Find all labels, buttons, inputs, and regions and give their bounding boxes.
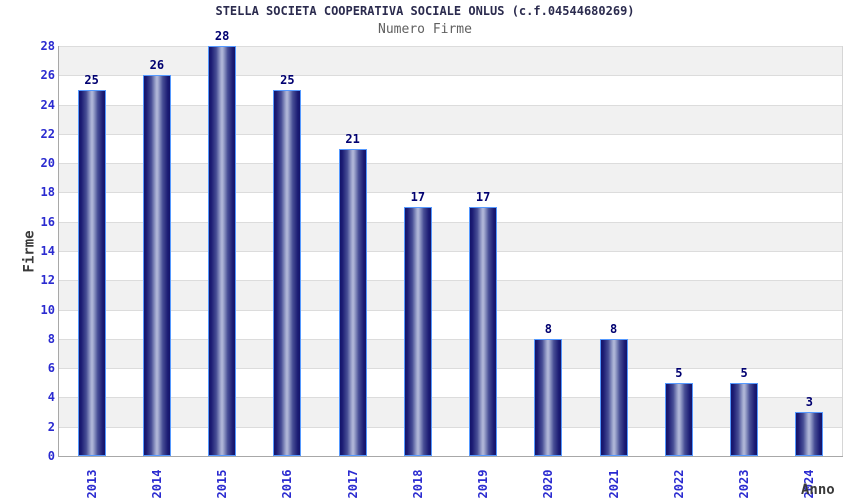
bar-2020 [534, 338, 563, 456]
x-tick-label-2016: 2016 [280, 469, 295, 499]
x-tick-label-2023: 2023 [737, 469, 752, 499]
plot-band [59, 104, 842, 134]
bar-value-label: 21 [345, 131, 360, 146]
bar-2016 [273, 89, 302, 456]
x-tick-label-2013: 2013 [84, 469, 99, 499]
plot-band [59, 133, 842, 164]
y-tick-label: 18 [40, 185, 55, 200]
y-tick-label: 10 [40, 302, 55, 317]
x-axis-title: Anno [801, 482, 835, 498]
bar-value-label: 8 [544, 321, 552, 336]
bar-2017 [338, 148, 367, 456]
x-tick-label-2015: 2015 [215, 469, 230, 499]
bar-2023 [730, 382, 759, 456]
y-tick-label: 22 [40, 126, 55, 141]
bar-2014 [142, 75, 171, 456]
plot-band [59, 192, 842, 222]
bar-value-label: 3 [805, 395, 813, 410]
plot-band [59, 46, 842, 76]
gridline [59, 104, 842, 106]
y-tick-label: 20 [40, 156, 55, 171]
bar-2018 [403, 207, 432, 456]
x-tick-label-2017: 2017 [345, 469, 360, 499]
gridline [59, 192, 842, 194]
y-tick-label: 0 [47, 449, 55, 463]
plot-area: 25 26 28 25 21 17 17 8 8 5 5 3 [59, 29, 842, 456]
bar-value-label: 17 [475, 190, 491, 205]
bar-value-label: 28 [214, 29, 230, 43]
bar-2013 [77, 89, 106, 456]
gridline [59, 368, 842, 370]
x-axis-line [58, 456, 843, 457]
bar-value-label: 25 [84, 72, 99, 87]
x-tick-label-2022: 2022 [671, 469, 686, 499]
plot-right-edge [842, 46, 843, 456]
bar-value-label: 17 [410, 190, 426, 205]
bar-value-label: 8 [610, 321, 618, 336]
gridline [59, 46, 842, 47]
y-axis-line [58, 46, 59, 457]
gridline [59, 221, 842, 223]
x-tick-label-2019: 2019 [476, 469, 491, 499]
bar-value-label: 26 [149, 58, 165, 73]
plot-band [59, 251, 842, 281]
gridline [59, 426, 842, 428]
y-tick-label: 28 [40, 39, 55, 53]
y-tick-label: 2 [47, 419, 55, 434]
gridline [59, 163, 842, 165]
bar-2015 [208, 46, 237, 456]
bar-2024 [795, 412, 824, 456]
gridline [59, 397, 842, 399]
plot-band [59, 426, 842, 456]
plot-band [59, 309, 842, 339]
y-tick-label: 8 [47, 331, 55, 346]
plot-band [59, 163, 842, 193]
bar-2022 [664, 382, 693, 456]
chart-title: STELLA SOCIETA COOPERATIVA SOCIALE ONLUS… [215, 4, 635, 18]
x-tick-label-2020: 2020 [541, 469, 556, 499]
y-tick-label: 12 [40, 273, 55, 288]
plot-band [59, 280, 842, 310]
gridline [59, 133, 842, 135]
plot-band [59, 221, 842, 251]
plot-band [59, 368, 842, 398]
gridline [59, 338, 842, 340]
gridline [59, 280, 842, 282]
bar-value-label: 5 [740, 365, 748, 380]
bar-value-label: 25 [280, 72, 295, 87]
x-tick-label-2018: 2018 [410, 469, 425, 499]
x-tick-label-2021: 2021 [606, 469, 621, 499]
y-tick-label: 6 [47, 361, 55, 376]
bar-value-label: 5 [675, 365, 683, 380]
gridline [59, 251, 842, 252]
plot-band [59, 397, 842, 427]
gridline [59, 75, 842, 77]
plot-band [59, 75, 842, 105]
y-tick-label: 16 [40, 214, 55, 229]
x-tick-label-2014: 2014 [149, 469, 164, 499]
y-tick-label: 26 [40, 68, 55, 83]
y-tick-label: 4 [47, 390, 55, 405]
y-tick-label: 24 [40, 97, 55, 112]
gridline [59, 309, 842, 311]
chart-subtitle: Numero Firme [378, 22, 472, 37]
bar-2021 [599, 338, 628, 456]
bar-2019 [469, 207, 498, 456]
y-tick-label: 14 [40, 244, 55, 258]
plot-band [59, 338, 842, 369]
